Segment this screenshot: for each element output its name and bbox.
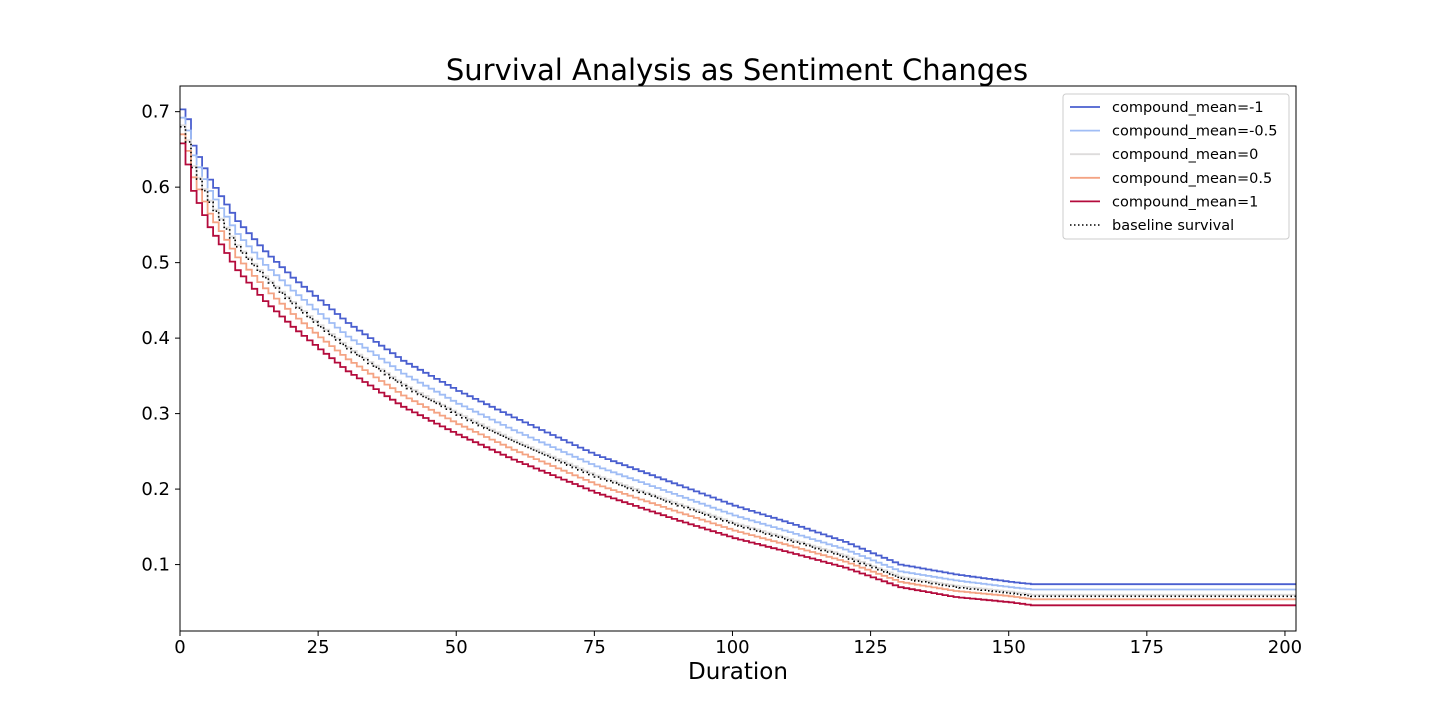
y-tick-label: 0.2 [141,479,170,500]
legend-box [1062,93,1290,240]
y-tick-label: 0.4 [141,328,170,349]
x-tick-label: 100 [715,637,749,658]
y-tick-label: 0.7 [141,102,170,123]
series-line-0 [180,108,1296,586]
chart-title: Survival Analysis as Sentiment Changes [446,53,1028,87]
series-line-3 [180,133,1296,601]
series-line-5 [180,126,1296,598]
legend: compound_mean=-1 compound_mean=-0.5compou… [1062,93,1290,240]
legend-label: baseline survival [1112,218,1234,234]
x-tick-label: 150 [992,637,1026,658]
y-tick-label: 0.5 [141,253,170,274]
legend-label: compound_mean=0 [1112,147,1258,163]
x-tick-label: 175 [1130,637,1164,658]
legend-label: compound_mean=-0.5 [1112,124,1277,140]
x-tick-label: 25 [307,637,330,658]
y-axis: 0.1 0.2 0.3 0.4 0.5 0.6 0.7 [141,102,180,576]
x-tick-label: 75 [583,637,606,658]
y-tick-label: 0.3 [141,404,170,425]
x-tick-label: 125 [853,637,887,658]
legend-label: compound_mean=1 [1112,194,1258,210]
axes-frame [179,85,1297,632]
plot-area [180,108,1296,607]
legend-label: compound_mean=-1 [1112,100,1264,116]
x-axis: 0 25 50 75 100 125 150 175 200 [174,631,1302,658]
y-tick-label: 0.1 [141,555,170,576]
series-line-4 [180,142,1296,607]
legend-label: compound_mean=0.5 [1112,171,1272,187]
y-tick-label: 0.6 [141,177,170,198]
x-tick-label: 50 [445,637,468,658]
x-tick-label: 0 [174,637,185,658]
x-tick-label: 200 [1268,637,1302,658]
x-axis-label: Duration [688,659,788,685]
series-line-1 [180,116,1296,591]
